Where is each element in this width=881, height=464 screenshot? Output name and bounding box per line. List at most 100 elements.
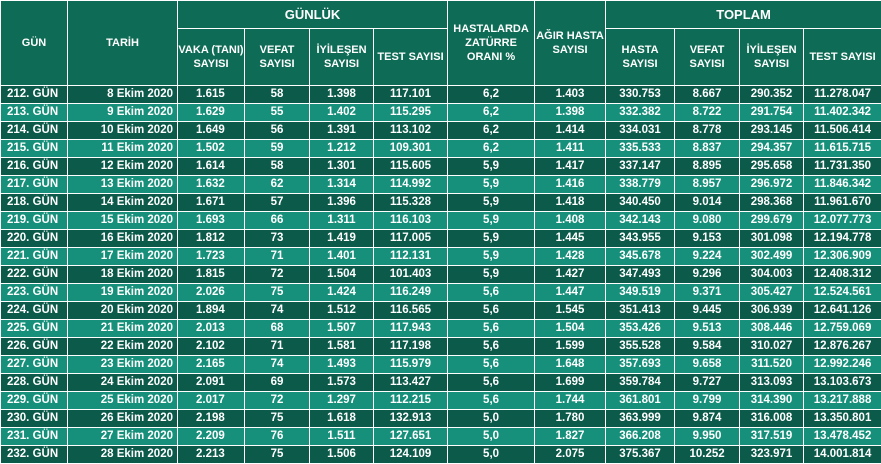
cell-tarih: 27 Ekim 2020 [68, 428, 178, 446]
cell-iyilesen: 1.507 [310, 320, 374, 338]
cell-agir-hasta: 1.416 [535, 176, 606, 194]
cell-toplam-test: 12.077.773 [804, 212, 881, 230]
cell-toplam-hasta: 338.779 [606, 176, 675, 194]
cell-gun: 226. GÜN [1, 338, 68, 356]
header-vefat: VEFAT SAYISI [245, 29, 310, 86]
cell-zaturre-orani: 6,2 [448, 140, 535, 158]
header-iyilesen: İYİLEŞEN SAYISI [310, 29, 374, 86]
cell-test: 113.102 [374, 122, 448, 140]
cell-vaka: 2.013 [178, 320, 245, 338]
cell-zaturre-orani: 5,6 [448, 356, 535, 374]
cell-toplam-test: 11.615.715 [804, 140, 881, 158]
cell-toplam-test: 13.478.452 [804, 428, 881, 446]
cell-vaka: 1.812 [178, 230, 245, 248]
cell-toplam-iyilesen: 291.754 [740, 104, 804, 122]
cell-gun: 227. GÜN [1, 356, 68, 374]
header-gunluk: GÜNLÜK [178, 1, 448, 29]
cell-toplam-vefat: 9.296 [675, 266, 740, 284]
cell-agir-hasta: 1.827 [535, 428, 606, 446]
cell-zaturre-orani: 5,6 [448, 392, 535, 410]
cell-vaka: 2.091 [178, 374, 245, 392]
cell-agir-hasta: 1.398 [535, 104, 606, 122]
cell-test: 117.005 [374, 230, 448, 248]
cell-agir-hasta: 1.411 [535, 140, 606, 158]
cell-toplam-vefat: 9.950 [675, 428, 740, 446]
header-toplam-test: TEST SAYISI [804, 29, 881, 86]
cell-toplam-test: 13.217.888 [804, 392, 881, 410]
cell-vaka: 1.815 [178, 266, 245, 284]
cell-toplam-hasta: 332.382 [606, 104, 675, 122]
cell-zaturre-orani: 5,9 [448, 194, 535, 212]
cell-toplam-vefat: 9.584 [675, 338, 740, 356]
cell-tarih: 12 Ekim 2020 [68, 158, 178, 176]
cell-gun: 221. GÜN [1, 248, 68, 266]
cell-agir-hasta: 1.599 [535, 338, 606, 356]
cell-vefat: 62 [245, 176, 310, 194]
cell-iyilesen: 1.419 [310, 230, 374, 248]
cell-vefat: 72 [245, 392, 310, 410]
cell-toplam-iyilesen: 306.939 [740, 302, 804, 320]
cell-agir-hasta: 1.408 [535, 212, 606, 230]
cell-gun: 231. GÜN [1, 428, 68, 446]
cell-toplam-vefat: 9.371 [675, 284, 740, 302]
cell-vefat: 75 [245, 284, 310, 302]
cell-test: 115.605 [374, 158, 448, 176]
cell-vaka: 1.614 [178, 158, 245, 176]
cell-tarih: 20 Ekim 2020 [68, 302, 178, 320]
cell-zaturre-orani: 5,6 [448, 320, 535, 338]
cell-toplam-vefat: 9.445 [675, 302, 740, 320]
cell-toplam-test: 11.961.670 [804, 194, 881, 212]
cell-iyilesen: 1.493 [310, 356, 374, 374]
cell-toplam-hasta: 340.450 [606, 194, 675, 212]
header-toplam-hasta: HASTA SAYISI [606, 29, 675, 86]
cell-vefat: 56 [245, 122, 310, 140]
cell-toplam-iyilesen: 299.679 [740, 212, 804, 230]
cell-iyilesen: 1.402 [310, 104, 374, 122]
cell-vefat: 58 [245, 86, 310, 104]
cell-toplam-vefat: 9.224 [675, 248, 740, 266]
cell-toplam-iyilesen: 302.499 [740, 248, 804, 266]
cell-toplam-iyilesen: 305.427 [740, 284, 804, 302]
cell-gun: 215. GÜN [1, 140, 68, 158]
cell-toplam-vefat: 8.778 [675, 122, 740, 140]
cell-tarih: 16 Ekim 2020 [68, 230, 178, 248]
cell-toplam-iyilesen: 304.003 [740, 266, 804, 284]
header-agir-hasta: AĞIR HASTA SAYISI [535, 1, 606, 86]
cell-tarih: 22 Ekim 2020 [68, 338, 178, 356]
cell-toplam-iyilesen: 317.519 [740, 428, 804, 446]
cell-zaturre-orani: 5,0 [448, 428, 535, 446]
cell-vefat: 68 [245, 320, 310, 338]
cell-iyilesen: 1.391 [310, 122, 374, 140]
cell-vaka: 1.723 [178, 248, 245, 266]
cell-vefat: 72 [245, 266, 310, 284]
cell-iyilesen: 1.618 [310, 410, 374, 428]
cell-toplam-hasta: 353.426 [606, 320, 675, 338]
cell-test: 115.328 [374, 194, 448, 212]
cell-iyilesen: 1.512 [310, 302, 374, 320]
cell-vefat: 71 [245, 338, 310, 356]
cell-iyilesen: 1.581 [310, 338, 374, 356]
cell-agir-hasta: 1.417 [535, 158, 606, 176]
cell-toplam-test: 11.731.350 [804, 158, 881, 176]
cell-iyilesen: 1.573 [310, 374, 374, 392]
cell-toplam-hasta: 357.693 [606, 356, 675, 374]
cell-iyilesen: 1.424 [310, 284, 374, 302]
cell-tarih: 23 Ekim 2020 [68, 356, 178, 374]
cell-agir-hasta: 1.447 [535, 284, 606, 302]
cell-vaka: 2.026 [178, 284, 245, 302]
cell-gun: 220. GÜN [1, 230, 68, 248]
cell-vaka: 2.165 [178, 356, 245, 374]
cell-toplam-hasta: 337.147 [606, 158, 675, 176]
cell-vefat: 71 [245, 248, 310, 266]
cell-vaka: 2.102 [178, 338, 245, 356]
cell-gun: 229. GÜN [1, 392, 68, 410]
cell-agir-hasta: 1.545 [535, 302, 606, 320]
cell-vefat: 73 [245, 230, 310, 248]
cell-toplam-vefat: 9.658 [675, 356, 740, 374]
